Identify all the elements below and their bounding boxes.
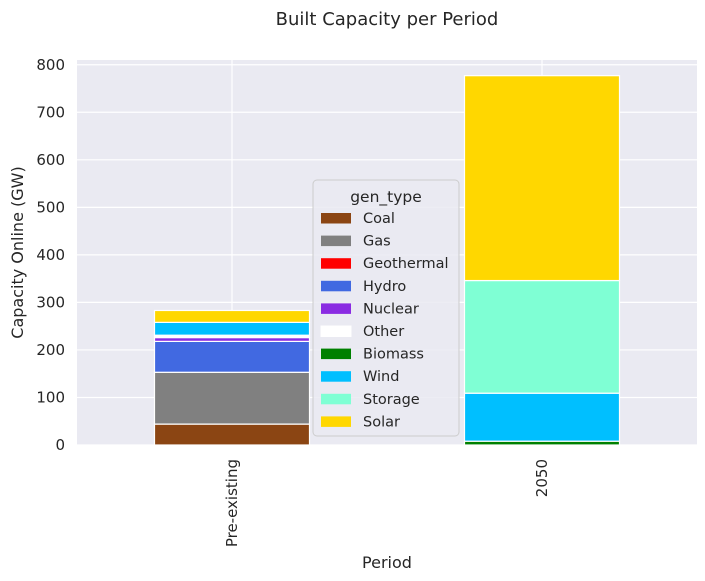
legend-swatch-hydro (321, 280, 351, 292)
legend-label-storage: Storage (363, 392, 420, 408)
y-tick-label: 0 (55, 436, 65, 454)
y-tick-label: 700 (36, 103, 65, 121)
x-axis-label: Period (362, 553, 412, 572)
legend: gen_type Coal Gas Geothermal Hydro Nuclear Oth… (312, 179, 460, 437)
legend-label-nuclear: Nuclear (363, 301, 419, 317)
legend-swatch-nuclear (321, 303, 351, 314)
legend-title: gen_type (350, 188, 422, 207)
legend-label-geothermal: Geothermal (363, 256, 449, 272)
bar-segment-wind-pre-existing (153, 321, 311, 336)
bar-segment-wind-2050 (463, 392, 621, 442)
y-tick-label: 100 (36, 388, 65, 406)
legend-label-coal: Coal (363, 211, 395, 227)
chart-title: Built Capacity per Period (276, 9, 499, 30)
legend-swatch-coal (321, 213, 351, 224)
bar-segment-storage-2050 (463, 279, 621, 394)
legend-swatch-biomass (321, 348, 351, 360)
legend-label-gas: Gas (363, 234, 391, 250)
y-tick-label: 300 (36, 293, 65, 311)
y-tick-label: 600 (36, 151, 65, 169)
bar-segment-solar-pre-existing (153, 309, 311, 323)
bar-segment-solar-2050 (463, 75, 621, 282)
bar-segment-coal-pre-existing (153, 423, 311, 446)
legend-swatch-solar (321, 416, 351, 427)
legend-label-solar: Solar (363, 414, 400, 430)
legend-swatch-other (320, 325, 352, 337)
y-tick-label: 200 (36, 341, 65, 359)
bar-segment-gas-pre-existing (153, 371, 311, 425)
x-axis-ticks: Pre-existing 2050 (223, 459, 551, 547)
y-tick-label: 500 (36, 198, 65, 216)
legend-label-wind: Wind (363, 369, 399, 385)
x-tick-label: Pre-existing (223, 459, 241, 547)
x-tick-label: 2050 (533, 459, 551, 497)
y-axis-label: Capacity Online (GW) (8, 166, 27, 338)
legend-swatch-geothermal (321, 258, 351, 269)
bar-segment-hydro-pre-existing (153, 340, 311, 373)
y-tick-label: 400 (36, 246, 65, 264)
legend-label-other: Other (363, 324, 404, 340)
y-axis-ticks: 0 100 200 300 400 500 600 700 800 (36, 56, 65, 454)
legend-label-biomass: Biomass (363, 347, 424, 363)
legend-swatch-wind (321, 371, 351, 382)
legend-swatch-gas (321, 235, 351, 247)
legend-label-hydro: Hydro (363, 279, 406, 295)
y-tick-label: 800 (36, 56, 65, 74)
legend-swatch-storage (321, 393, 351, 405)
bar-stacks (153, 75, 621, 446)
